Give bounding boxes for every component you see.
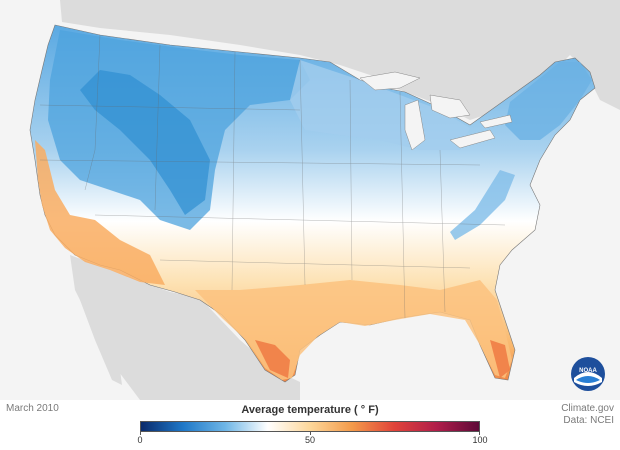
legend-tick-100 bbox=[479, 432, 480, 435]
cold-region-northeast bbox=[505, 62, 592, 140]
legend-title: Average temperature ( ° F) bbox=[241, 404, 379, 416]
cool-region-midwest bbox=[290, 60, 470, 150]
mexico-landmass bbox=[70, 255, 300, 400]
legend-footer: March 2010 Average temperature ( ° F) 0 … bbox=[0, 400, 620, 450]
map-area bbox=[0, 0, 620, 400]
baja-peninsula bbox=[72, 262, 122, 385]
legend-tick-label-100: 100 bbox=[472, 435, 488, 445]
credit-source: Climate.gov bbox=[561, 403, 614, 414]
canada-landmass bbox=[60, 0, 620, 120]
state-boundaries bbox=[39, 34, 506, 319]
legend-color-bar bbox=[140, 421, 480, 432]
legend-tick-0 bbox=[140, 432, 141, 435]
noaa-logo-text: NOAA bbox=[579, 368, 597, 374]
warm-region-southwest bbox=[35, 140, 165, 285]
legend-tick-50 bbox=[310, 432, 311, 435]
legend-tick-label-50: 50 bbox=[304, 435, 315, 445]
legend-tick-label-0: 0 bbox=[137, 435, 143, 445]
us-temperature-map bbox=[29, 0, 620, 400]
great-lakes bbox=[359, 71, 513, 151]
credit-block: Climate.gov Data: NCEI bbox=[561, 403, 614, 427]
date-label: March 2010 bbox=[6, 403, 59, 414]
credit-data: Data: NCEI bbox=[563, 415, 614, 426]
cool-strip-appalachian bbox=[450, 170, 515, 240]
hot-region-texas-florida bbox=[255, 340, 510, 378]
noaa-logo-icon: NOAA bbox=[570, 356, 606, 392]
